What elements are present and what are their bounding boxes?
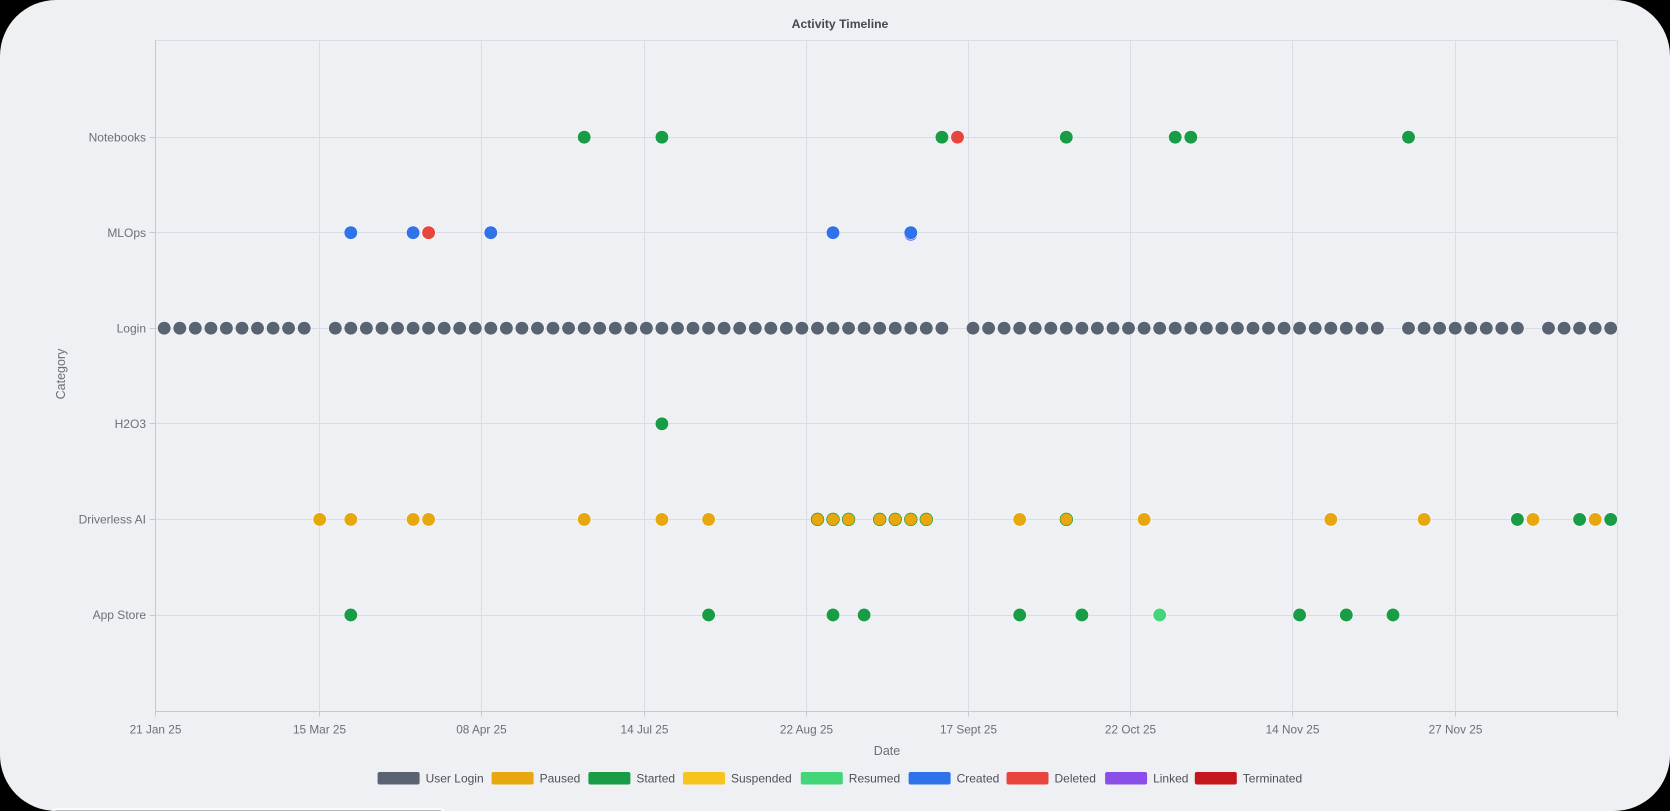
- svg-text:H2O3: H2O3: [115, 417, 147, 431]
- svg-text:Created: Created: [957, 772, 1000, 786]
- svg-text:Linked: Linked: [1153, 772, 1188, 786]
- svg-text:17 Sept 25: 17 Sept 25: [940, 723, 998, 737]
- svg-text:User Login: User Login: [426, 772, 484, 786]
- svg-text:22 Aug 25: 22 Aug 25: [780, 723, 834, 737]
- svg-text:27 Nov 25: 27 Nov 25: [1429, 723, 1483, 737]
- svg-text:Date: Date: [874, 744, 900, 758]
- svg-text:Started: Started: [636, 772, 675, 786]
- svg-text:Category: Category: [54, 348, 68, 399]
- svg-text:Resumed: Resumed: [849, 772, 900, 786]
- svg-text:Activity Timeline: Activity Timeline: [792, 17, 889, 31]
- svg-text:22 Oct 25: 22 Oct 25: [1105, 723, 1157, 737]
- svg-text:Driverless AI: Driverless AI: [79, 513, 146, 527]
- svg-text:14 Nov 25: 14 Nov 25: [1266, 723, 1320, 737]
- svg-text:Suspended: Suspended: [731, 772, 792, 786]
- svg-text:Notebooks: Notebooks: [89, 130, 146, 144]
- svg-text:Terminated: Terminated: [1243, 772, 1302, 786]
- svg-text:MLOps: MLOps: [107, 226, 146, 240]
- svg-text:14 Jul 25: 14 Jul 25: [621, 723, 669, 737]
- svg-text:Deleted: Deleted: [1055, 772, 1096, 786]
- svg-text:08 Apr 25: 08 Apr 25: [456, 723, 507, 737]
- svg-text:15 Mar 25: 15 Mar 25: [293, 723, 347, 737]
- svg-text:21 Jan 25: 21 Jan 25: [130, 723, 182, 737]
- svg-text:Paused: Paused: [540, 772, 581, 786]
- svg-text:Login: Login: [117, 321, 146, 335]
- svg-text:App Store: App Store: [93, 608, 147, 622]
